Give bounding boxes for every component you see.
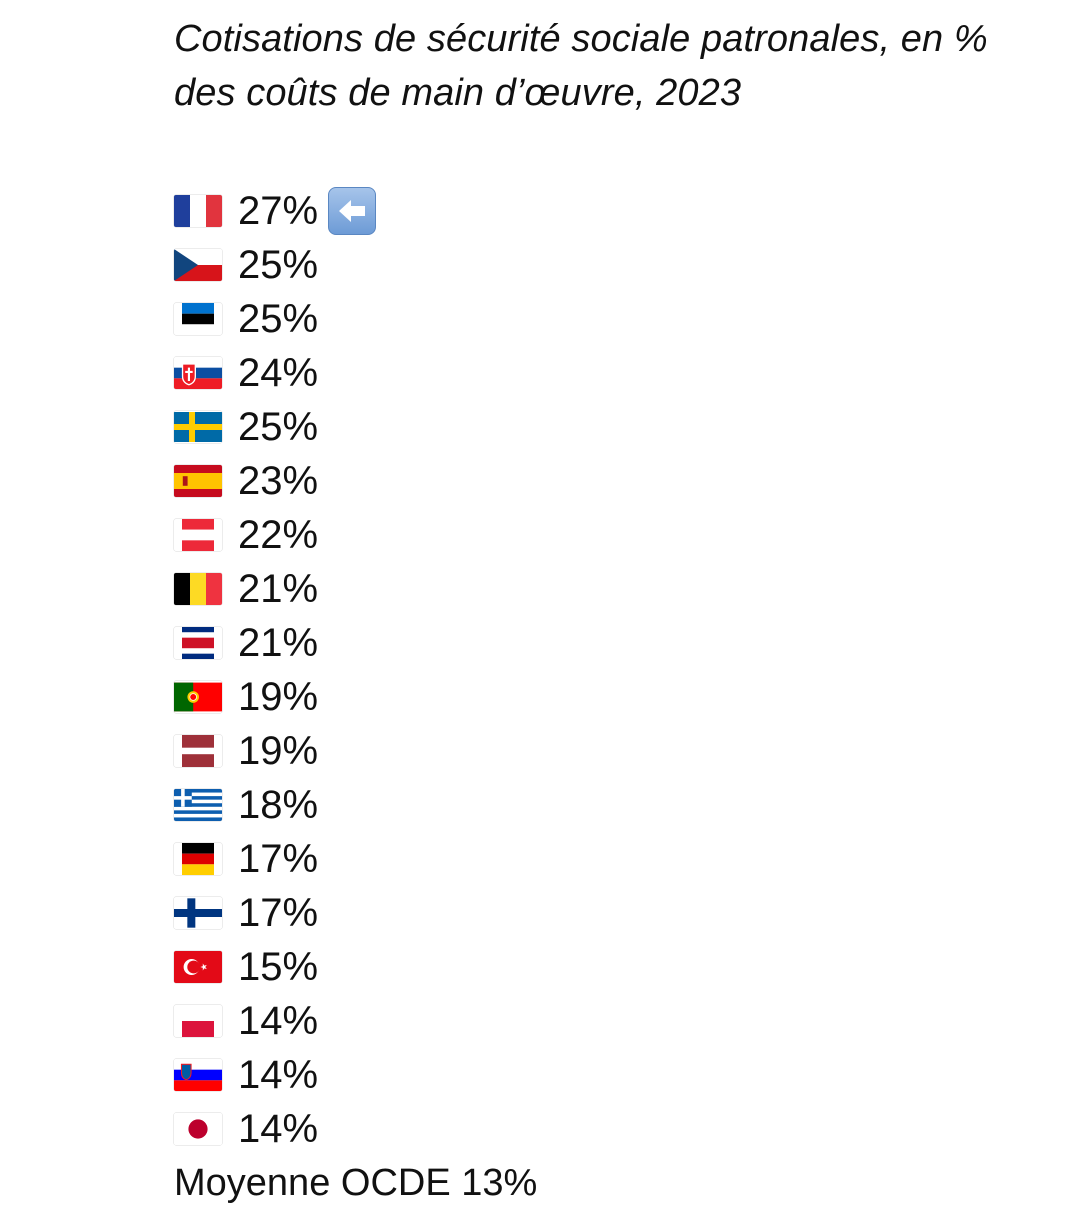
- list-item: 25%: [174, 292, 1054, 346]
- row-value: 14%: [238, 1107, 319, 1151]
- sweden-flag-icon: [174, 411, 222, 443]
- list-item: 23%: [174, 454, 1054, 508]
- list-item: 18%: [174, 778, 1054, 832]
- list-item: 14%: [174, 1102, 1054, 1156]
- row-value: 17%: [238, 837, 319, 881]
- japan-flag-icon: [174, 1113, 222, 1145]
- list-item: 25%: [174, 238, 1054, 292]
- list-item: 24%: [174, 346, 1054, 400]
- row-value: 24%: [238, 351, 319, 395]
- list-item: 22%: [174, 508, 1054, 562]
- france-flag-icon: [174, 195, 222, 227]
- slovenia-flag-icon: [174, 1059, 222, 1091]
- row-value: 23%: [238, 459, 319, 503]
- list-item: 14%: [174, 994, 1054, 1048]
- finland-flag-icon: [174, 897, 222, 929]
- row-value: 25%: [238, 405, 319, 449]
- left-arrow-icon: [328, 187, 377, 235]
- list-item: 17%: [174, 886, 1054, 940]
- list-item: 19%: [174, 724, 1054, 778]
- row-value: 19%: [238, 729, 319, 773]
- row-value: 25%: [238, 297, 319, 341]
- slovakia-flag-icon: [174, 357, 222, 389]
- row-value: 19%: [238, 675, 319, 719]
- germany-flag-icon: [174, 843, 222, 875]
- list-item: 17%: [174, 832, 1054, 886]
- row-value: 21%: [238, 567, 319, 611]
- czech-republic-flag-icon: [174, 249, 222, 281]
- country-list: 27% 25% 25% 24% 2: [174, 184, 1054, 1156]
- row-value: 14%: [238, 1053, 319, 1097]
- row-value: 17%: [238, 891, 319, 935]
- costa-rica-flag-icon: [174, 627, 222, 659]
- austria-flag-icon: [174, 519, 222, 551]
- post-title: Cotisations de sécurité sociale patronal…: [174, 18, 988, 114]
- list-item: 19%: [174, 670, 1054, 724]
- spain-flag-icon: [174, 465, 222, 497]
- belgium-flag-icon: [174, 573, 222, 605]
- list-item: 27%: [174, 184, 1054, 238]
- row-value: 27%: [238, 189, 319, 233]
- portugal-flag-icon: [174, 681, 222, 713]
- latvia-flag-icon: [174, 735, 222, 767]
- row-value: 22%: [238, 513, 319, 557]
- poland-flag-icon: [174, 1005, 222, 1037]
- row-value: 18%: [238, 783, 319, 827]
- list-item: 21%: [174, 562, 1054, 616]
- row-value: 15%: [238, 945, 319, 989]
- row-value: 25%: [238, 243, 319, 287]
- row-value: 21%: [238, 621, 319, 665]
- list-item: 15%: [174, 940, 1054, 994]
- oecd-average: Moyenne OCDE 13%: [174, 1162, 538, 1204]
- post-content: Cotisations de sécurité sociale patronal…: [174, 12, 1054, 1210]
- row-value: 14%: [238, 999, 319, 1043]
- list-item: 25%: [174, 400, 1054, 454]
- greece-flag-icon: [174, 789, 222, 821]
- list-item: 21%: [174, 616, 1054, 670]
- turkey-flag-icon: [174, 951, 222, 983]
- estonia-flag-icon: [174, 303, 222, 335]
- list-item: 14%: [174, 1048, 1054, 1102]
